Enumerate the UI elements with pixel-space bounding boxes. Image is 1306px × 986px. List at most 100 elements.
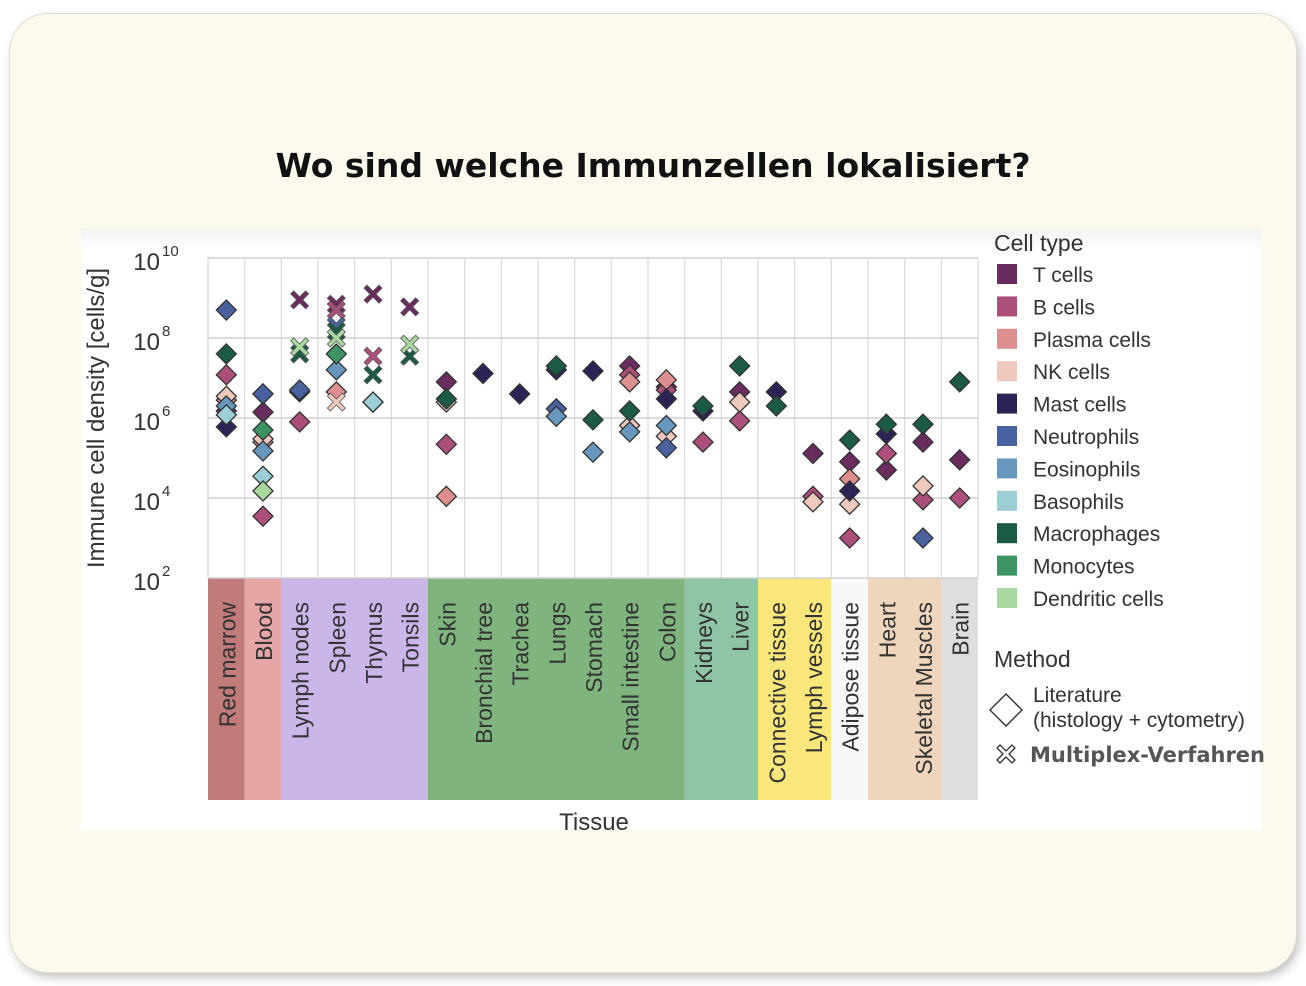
legend-label: Macrophages — [1033, 523, 1160, 546]
data-point-diamond — [252, 505, 274, 528]
data-point-cross — [326, 392, 346, 412]
data-point-diamond — [948, 370, 971, 393]
y-tick-label-base: 10 — [133, 569, 160, 596]
legend-method-diamond — [989, 693, 1023, 727]
data-point-cross — [326, 328, 346, 348]
legend-label: Monocytes — [1033, 556, 1135, 579]
y-tick-label-base: 10 — [133, 489, 160, 516]
legend-swatch — [997, 426, 1017, 446]
data-point-diamond — [875, 413, 898, 436]
category-label: Tonsils — [398, 602, 424, 672]
y-axis-label: Immune cell density [cells/g] — [83, 268, 110, 568]
data-point-diamond — [728, 409, 751, 432]
legend-title-method: Method — [994, 646, 1071, 672]
legend-swatch — [997, 588, 1017, 608]
legend-swatch — [997, 393, 1017, 414]
data-point-diamond — [838, 527, 861, 549]
category-label: Stomach — [581, 602, 607, 693]
data-point-diamond — [655, 436, 678, 459]
tissue-group-band — [244, 578, 282, 800]
legend-swatch — [997, 490, 1017, 511]
legend-label: Neutrophils — [1033, 426, 1139, 449]
data-point-diamond — [912, 413, 934, 436]
data-point-diamond — [802, 490, 824, 513]
data-point-diamond — [472, 362, 494, 385]
data-point-cross — [400, 334, 420, 354]
data-point-diamond — [912, 488, 934, 511]
data-point-diamond — [618, 400, 641, 422]
category-label: Kidneys — [691, 602, 717, 684]
data-point-diamond — [765, 395, 788, 417]
data-point-diamond — [435, 485, 458, 508]
data-point-diamond — [838, 493, 861, 516]
data-point-diamond — [215, 415, 238, 438]
category-label: Liver — [728, 602, 754, 652]
data-point-diamond — [912, 431, 934, 454]
legend-label: Eosinophils — [1033, 458, 1140, 481]
category-label: Lymph nodes — [288, 602, 314, 739]
data-point-cross — [290, 337, 310, 357]
legend-swatch — [997, 458, 1017, 479]
data-point-diamond — [435, 387, 458, 410]
data-point-diamond — [618, 420, 641, 443]
data-point-diamond — [288, 410, 311, 433]
data-point-diamond — [802, 442, 824, 465]
data-point-diamond — [325, 342, 348, 365]
category-label: Spleen — [324, 602, 350, 674]
legend-label: Mast cells — [1033, 394, 1126, 417]
data-point-diamond — [838, 480, 861, 502]
data-point-diamond — [912, 527, 934, 549]
data-point-diamond — [838, 429, 861, 452]
data-point-diamond — [948, 487, 971, 509]
legend-swatch — [997, 296, 1017, 317]
legend-label: Plasma cells — [1033, 329, 1151, 352]
tissue-group-band — [758, 578, 832, 800]
category-label: Thymus — [361, 602, 387, 684]
category-label: Heart — [874, 601, 900, 658]
data-point-diamond — [252, 480, 274, 502]
x-axis-label: Tissue — [559, 809, 629, 836]
data-point-diamond — [582, 408, 604, 431]
y-tick-label-exponent: 4 — [162, 483, 170, 500]
data-point-diamond — [362, 391, 384, 414]
data-point-diamond — [728, 355, 751, 377]
y-tick-label-base: 10 — [133, 329, 160, 356]
category-label: Bronchial tree — [471, 602, 497, 744]
tissue-group-band — [831, 578, 868, 800]
y-tick-label-exponent: 8 — [162, 323, 170, 340]
data-point-cross — [363, 346, 383, 366]
data-point-diamond — [728, 391, 751, 414]
y-tick-label-base: 10 — [133, 249, 160, 276]
category-label: Brain — [948, 602, 974, 656]
category-label: Skeletal Muscles — [911, 602, 937, 775]
category-label: Red marrow — [214, 602, 240, 728]
category-label: Adipose tissue — [838, 602, 864, 752]
y-tick-label-exponent: 6 — [162, 403, 170, 420]
legend-label: B cells — [1033, 296, 1095, 319]
slide-title: Wo sind welche Immunzellen lokalisiert? — [275, 146, 1031, 185]
data-point-diamond — [325, 358, 348, 381]
tissue-group-band — [281, 578, 428, 800]
data-point-diamond — [948, 448, 971, 471]
data-point-diamond — [252, 440, 274, 462]
data-point-diamond — [582, 441, 604, 464]
tissue-group-band — [208, 578, 245, 800]
category-label: Small intestine — [618, 602, 644, 752]
data-point-diamond — [618, 370, 641, 393]
data-point-diamond — [655, 414, 678, 437]
data-point-diamond — [215, 299, 238, 321]
data-point-diamond — [692, 395, 714, 417]
tissue-group-band — [868, 578, 942, 800]
data-point-diamond — [875, 459, 898, 481]
y-tick-label-exponent: 10 — [162, 243, 179, 260]
data-point-diamond — [508, 382, 531, 405]
data-point-diamond — [288, 379, 311, 401]
data-point-cross — [363, 284, 383, 304]
legend-label: NK cells — [1033, 361, 1110, 384]
data-point-diamond — [215, 403, 238, 426]
data-point-diamond — [545, 355, 568, 377]
legend-label: Dendritic cells — [1033, 588, 1164, 611]
tissue-group-band — [941, 578, 978, 800]
data-point-diamond — [545, 405, 568, 428]
